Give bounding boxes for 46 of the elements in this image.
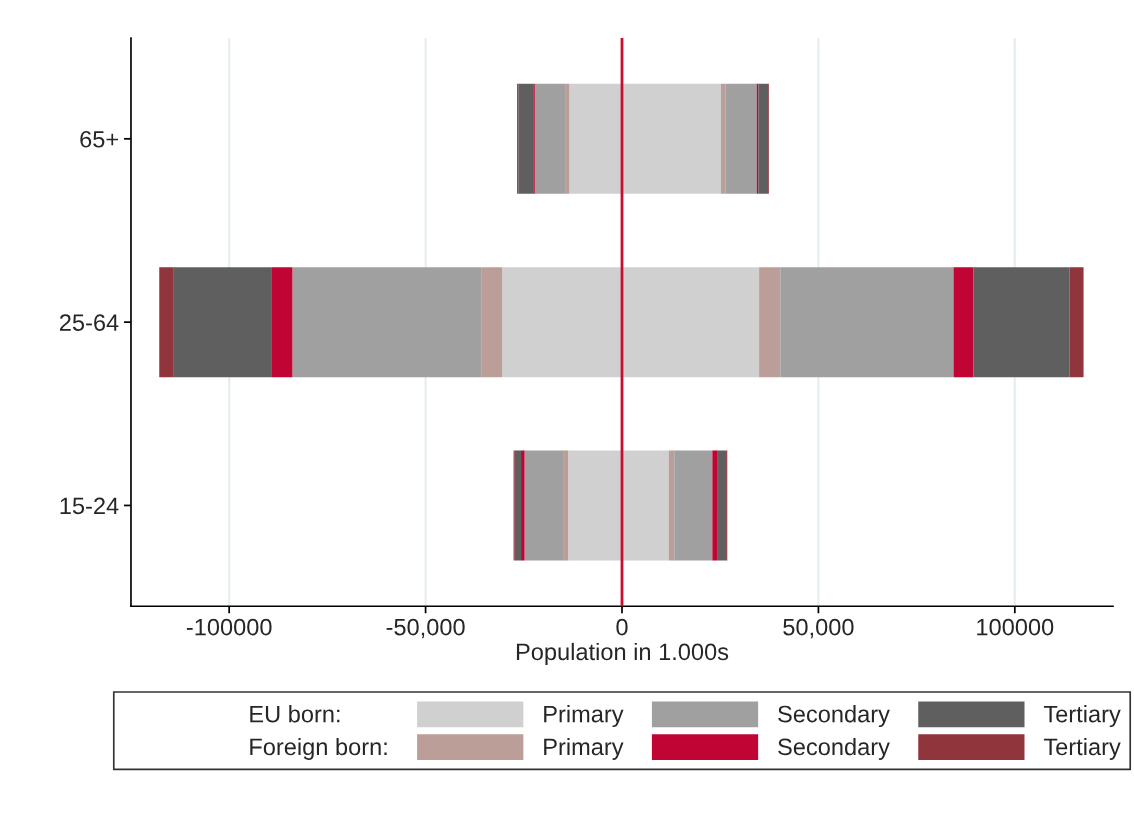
bar bbox=[780, 267, 954, 378]
bar bbox=[1069, 267, 1084, 378]
bar bbox=[720, 83, 726, 194]
bar bbox=[712, 450, 718, 561]
bar bbox=[173, 267, 272, 378]
y-tick-label: 65+ bbox=[80, 130, 119, 148]
y-tick-label: 15-24 bbox=[60, 497, 119, 515]
bar bbox=[759, 267, 781, 378]
bar bbox=[502, 267, 622, 378]
bar bbox=[973, 267, 1070, 378]
text: EU born: bbox=[250, 705, 340, 723]
bar bbox=[524, 450, 564, 561]
bar bbox=[569, 83, 622, 194]
legend-label: Tertiary bbox=[1043, 737, 1121, 760]
bar bbox=[518, 83, 534, 194]
bar bbox=[622, 450, 669, 561]
x-tick-label: -100000 bbox=[186, 618, 272, 636]
bar bbox=[521, 450, 525, 561]
bar bbox=[563, 450, 569, 561]
bar bbox=[758, 83, 769, 194]
x-tick-label: -50,000 bbox=[386, 618, 465, 639]
x-tick-label: 0 bbox=[616, 618, 628, 636]
bar bbox=[953, 267, 974, 378]
bar bbox=[514, 450, 522, 561]
bar bbox=[725, 83, 757, 194]
bar bbox=[674, 450, 713, 561]
x-axis-title: Population in 1.000s bbox=[516, 642, 729, 665]
bar bbox=[717, 450, 727, 561]
bar bbox=[159, 267, 174, 378]
text: Foreign born: bbox=[250, 737, 387, 760]
x-tick-label: 50,000 bbox=[783, 618, 854, 639]
legend-label: Tertiary bbox=[1043, 705, 1121, 728]
legend-label: Secondary bbox=[778, 737, 890, 760]
bar bbox=[534, 83, 566, 194]
legend-label: Primary bbox=[544, 705, 624, 728]
bar bbox=[622, 267, 760, 378]
x-tick-label: 100000 bbox=[977, 618, 1054, 636]
bar bbox=[568, 450, 622, 561]
bar bbox=[668, 450, 675, 561]
legend-label: Primary bbox=[544, 737, 624, 760]
y-tick-label: 25-64 bbox=[59, 314, 119, 331]
bar bbox=[292, 267, 482, 378]
legend-label: Secondary bbox=[778, 705, 890, 728]
bar bbox=[271, 267, 293, 378]
bar bbox=[622, 83, 721, 194]
bar bbox=[481, 267, 503, 378]
